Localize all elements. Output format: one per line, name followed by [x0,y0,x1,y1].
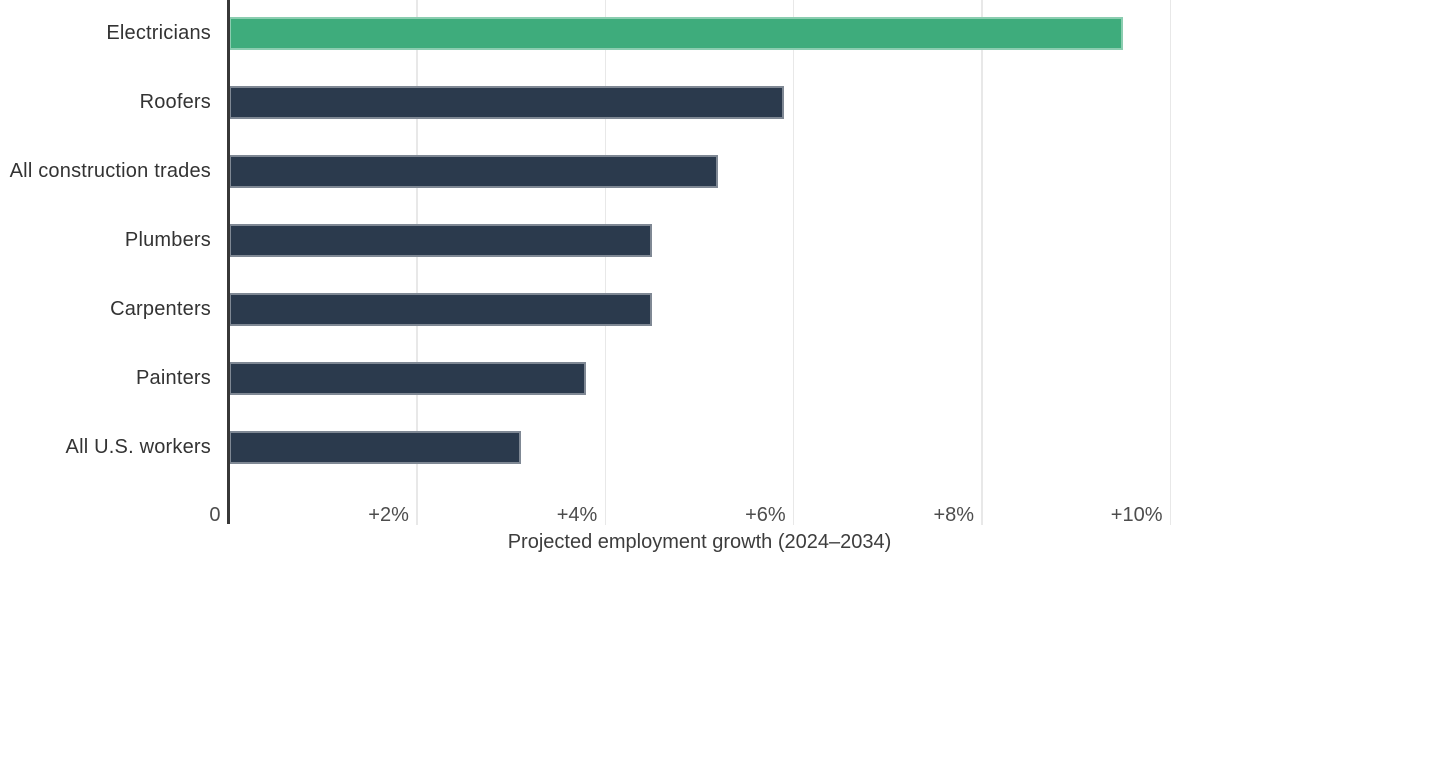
bar-electricians [228,17,1124,50]
category-label-plumbers: Plumbers [124,229,211,251]
x-tick-label: +2% [368,504,409,526]
x-tick-label: +8% [933,504,975,526]
x-tick-label: +10% [1110,504,1163,526]
category-label-roofers: Roofers [139,91,211,113]
category-label-electricians: Electricians [106,22,211,44]
bar-roofers [228,86,785,119]
category-label-all-u-s-workers: All U.S. workers [65,436,211,458]
gridline-2pct [416,0,418,525]
x-tick-label: 0 [209,504,221,526]
bar-plumbers [228,224,653,257]
x-axis-title: Projected employment growth (2024–2034) [507,531,892,553]
gridline-4pct [604,0,607,525]
gridline-6pct [792,0,795,525]
bar-all-u-s-workers [228,431,521,464]
x-tick-label: +4% [556,504,598,526]
x-tick-label: +6% [745,504,786,526]
category-label-all-construction-trades: All construction trades [9,160,211,182]
category-label-painters: Painters [136,367,211,389]
gridline-10pct [1169,0,1172,525]
gridline-8pct [981,0,983,525]
bar-painters [228,362,587,395]
bar-carpenters [228,293,653,326]
bar-all-construction-trades [228,155,719,188]
y-axis-zero-line [226,0,231,524]
category-label-carpenters: Carpenters [110,298,211,320]
